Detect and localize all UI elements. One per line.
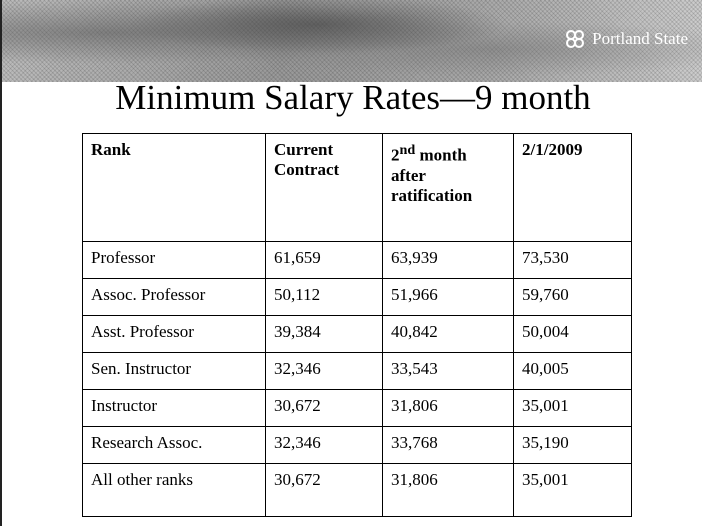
table-cell: 32,346 bbox=[265, 426, 383, 464]
table-cell: All other ranks bbox=[82, 463, 266, 517]
table-cell: 51,966 bbox=[382, 278, 514, 316]
table-cell: 32,346 bbox=[265, 352, 383, 390]
table-cell: 31,806 bbox=[382, 389, 514, 427]
table-cell: 35,001 bbox=[513, 389, 632, 427]
logo-icon bbox=[566, 30, 585, 48]
table-cell: 40,005 bbox=[513, 352, 632, 390]
table-cell: Instructor bbox=[82, 389, 266, 427]
table-row: Assoc. Professor 50,112 51,966 59,760 bbox=[82, 278, 632, 316]
logo: Portland State bbox=[564, 28, 688, 50]
column-header: Current Contract bbox=[265, 133, 383, 242]
table-cell: 73,530 bbox=[513, 241, 632, 279]
table-cell: 33,543 bbox=[382, 352, 514, 390]
table-cell: 59,760 bbox=[513, 278, 632, 316]
header-text-part: nd bbox=[399, 142, 416, 158]
table-cell: Sen. Instructor bbox=[82, 352, 266, 390]
table-row: Instructor 30,672 31,806 35,001 bbox=[82, 389, 632, 427]
table-cell: 30,672 bbox=[265, 389, 383, 427]
table-cell: 31,806 bbox=[382, 463, 514, 517]
logo-text: Portland State bbox=[592, 29, 688, 48]
table-cell: 50,112 bbox=[265, 278, 383, 316]
table-row: All other ranks 30,672 31,806 35,001 bbox=[82, 463, 632, 517]
table-cell: 33,768 bbox=[382, 426, 514, 464]
column-header: 2/1/2009 bbox=[513, 133, 632, 242]
banner: Portland State bbox=[2, 0, 702, 82]
table-row: Professor 61,659 63,939 73,530 bbox=[82, 241, 632, 279]
table-cell: 30,672 bbox=[265, 463, 383, 517]
table-cell: Professor bbox=[82, 241, 266, 279]
table-cell: Research Assoc. bbox=[82, 426, 266, 464]
table-cell: 61,659 bbox=[265, 241, 383, 279]
header-text-part: month after ratification bbox=[391, 145, 473, 205]
slide-title: Minimum Salary Rates—9 month bbox=[115, 78, 591, 117]
table-row: Asst. Professor 39,384 40,842 50,004 bbox=[82, 315, 632, 353]
salary-table: Rank Current Contract 2nd month after rati… bbox=[82, 133, 632, 517]
table-row: Sen. Instructor 32,346 33,543 40,005 bbox=[82, 352, 632, 390]
table-cell: 63,939 bbox=[382, 241, 514, 279]
table-cell: 35,001 bbox=[513, 463, 632, 517]
table-cell: 39,384 bbox=[265, 315, 383, 353]
table-cell: 35,190 bbox=[513, 426, 632, 464]
table-cell: Asst. Professor bbox=[82, 315, 266, 353]
table-cell: 40,842 bbox=[382, 315, 514, 353]
header-row: Rank Current Contract 2nd month after rati… bbox=[82, 133, 632, 242]
column-header: Rank bbox=[82, 133, 266, 242]
table-body: Professor 61,659 63,939 73,530 Assoc. Profes… bbox=[82, 241, 632, 517]
column-header: 2nd month after ratification bbox=[382, 133, 514, 242]
header-text-part: 2 bbox=[391, 145, 400, 165]
table-cell: 50,004 bbox=[513, 315, 632, 353]
table-row: Research Assoc. 32,346 33,768 35,190 bbox=[82, 426, 632, 464]
table-cell: Assoc. Professor bbox=[82, 278, 266, 316]
